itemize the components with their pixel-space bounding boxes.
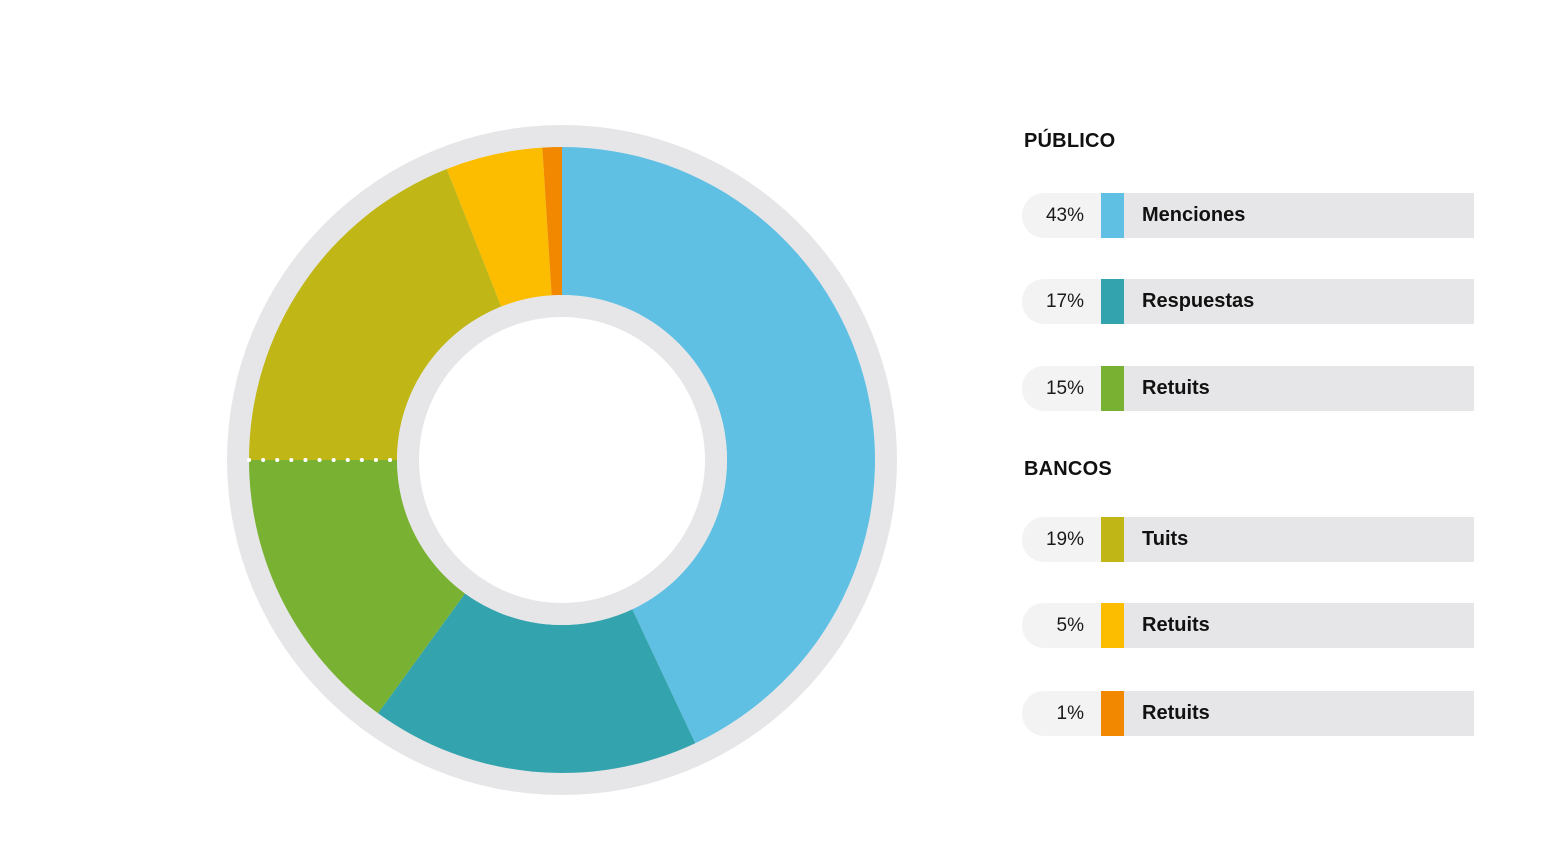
legend-label: Menciones [1142,204,1246,226]
legend-bar [1124,517,1474,562]
donut-hole [419,317,705,603]
donut-chart [227,125,897,795]
legend-bar [1124,691,1474,736]
legend-group-title-bancos: BANCOS [1024,458,1112,480]
legend-swatch [1101,193,1124,238]
legend-swatch [1101,517,1124,562]
legend-item-tuits: 19% Tuits [1022,517,1474,562]
legend-bar [1124,603,1474,648]
donut-slice-retuits-4 [446,147,552,307]
legend-pct: 1% [1056,703,1084,724]
donut-slice-retuits-5 [542,147,562,296]
legend-swatch [1101,366,1124,411]
legend-bar [1124,279,1474,324]
donut-slice-tuits-3 [249,168,502,460]
legend-item-respuestas: 17% Respuestas [1022,279,1474,324]
legend-bar [1124,366,1474,411]
donut-slice-retuits-2 [249,460,466,714]
donut-slice-menciones-0 [562,147,875,744]
donut-slice-respuestas-1 [378,593,696,773]
legend-swatch [1101,279,1124,324]
legend-label: Tuits [1142,528,1189,550]
legend-pct: 17% [1045,291,1084,312]
donut-slices [249,147,875,773]
legend-pct: 43% [1045,205,1084,226]
legend-label: Retuits [1142,377,1210,399]
legend-pct: 5% [1056,615,1084,636]
legend-label: Respuestas [1142,290,1255,312]
legend-bar [1124,193,1474,238]
legend-item-retuits-bancos: 5% Retuits [1022,603,1474,648]
legend-item-menciones: 43% Menciones [1022,193,1474,238]
legend-label: Retuits [1142,614,1210,636]
legend-swatch [1101,691,1124,736]
legend-item-retuits-bancos-2: 1% Retuits [1022,691,1474,736]
legend-swatch [1101,603,1124,648]
legend-pct: 15% [1045,378,1084,399]
legend-pct: 19% [1045,529,1084,550]
legend-item-retuits-publico: 15% Retuits [1022,366,1474,411]
legend-label: Retuits [1142,702,1210,724]
legend-group-title-publico: PÚBLICO [1024,130,1116,152]
